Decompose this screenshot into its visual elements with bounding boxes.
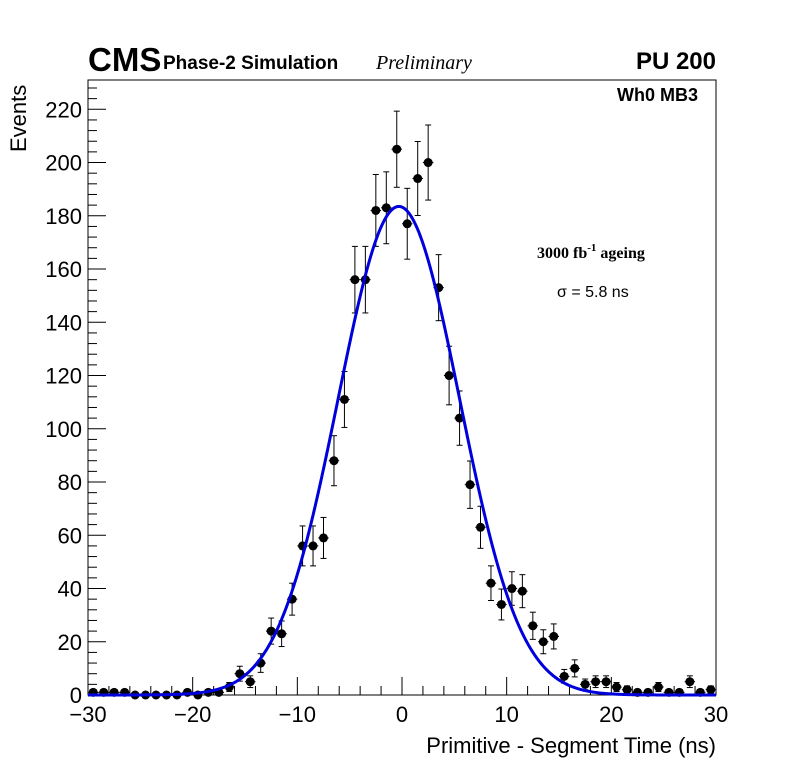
x-tick-label: −20 — [174, 702, 211, 727]
data-point — [579, 678, 591, 691]
data-marker — [528, 621, 538, 631]
data-point — [653, 681, 664, 693]
cms-label: CMS — [88, 41, 161, 78]
data-marker — [549, 631, 559, 641]
data-marker — [308, 541, 318, 551]
data-point — [569, 659, 580, 678]
data-marker — [444, 371, 454, 381]
data-point — [611, 681, 622, 693]
data-marker — [413, 174, 423, 184]
y-tick-label: 220 — [45, 97, 82, 122]
data-marker — [266, 626, 276, 636]
y-tick-label: 140 — [45, 310, 82, 335]
ageing-suffix: ageing — [596, 245, 644, 262]
data-marker — [591, 677, 601, 687]
data-marker — [329, 456, 339, 466]
data-points — [88, 110, 716, 700]
data-point — [391, 110, 402, 188]
data-marker — [622, 685, 632, 695]
data-marker — [580, 679, 590, 689]
ageing-label: 3000 fb-1 ageing — [537, 242, 645, 262]
data-point — [705, 685, 716, 695]
data-marker — [245, 677, 255, 687]
data-point — [621, 685, 633, 695]
chamber-label: Wh0 MB3 — [617, 85, 698, 105]
data-point — [245, 675, 256, 689]
data-point — [318, 516, 329, 559]
gaussian-fit-curve — [88, 204, 716, 697]
data-point — [600, 675, 612, 689]
x-tick-label: 10 — [494, 702, 518, 727]
plot-frame — [87, 79, 717, 696]
x-tick-label: 20 — [599, 702, 623, 727]
data-marker — [423, 158, 433, 168]
sigma-label: σ = 5.8 ns — [557, 284, 629, 301]
data-point — [590, 675, 601, 689]
subtitle-label: Phase-2 Simulation — [163, 53, 338, 74]
data-marker — [371, 205, 381, 215]
data-point — [307, 525, 319, 567]
data-point — [684, 675, 696, 689]
data-marker — [507, 584, 517, 594]
ageing-exponent: -1 — [587, 242, 596, 254]
data-marker — [465, 480, 475, 490]
data-marker — [685, 677, 695, 687]
x-tick-label: −10 — [279, 702, 316, 727]
y-tick-label: 100 — [45, 417, 82, 442]
data-marker — [486, 578, 496, 588]
y-tick-label: 200 — [45, 151, 82, 176]
data-point — [485, 565, 497, 601]
y-axis: 0 20 40 60 80 100 120 140 160 180 200 220 — [45, 87, 106, 708]
x-tick-label: 0 — [396, 702, 408, 727]
data-point — [464, 460, 476, 509]
data-marker — [277, 629, 287, 639]
data-marker — [706, 685, 716, 695]
data-marker — [402, 219, 412, 229]
y-tick-label: 120 — [45, 364, 82, 389]
data-marker — [570, 663, 580, 673]
y-tick-label: 80 — [58, 470, 82, 495]
y-tick-label: 160 — [45, 257, 82, 282]
data-point — [517, 574, 528, 609]
data-marker — [339, 394, 349, 404]
x-axis: −30 −20 −10 0 10 20 30 — [69, 677, 728, 727]
y-tick-label: 180 — [45, 204, 82, 229]
data-marker — [392, 144, 402, 154]
data-point — [370, 174, 382, 247]
data-point — [548, 623, 559, 650]
data-marker — [381, 203, 391, 213]
y-tick-label: 0 — [70, 683, 82, 708]
x-tick-label: −30 — [69, 702, 106, 727]
data-point — [412, 141, 423, 217]
data-marker — [350, 275, 360, 285]
data-marker — [612, 682, 622, 692]
data-marker — [517, 586, 527, 596]
data-point — [506, 571, 518, 606]
data-point — [422, 124, 434, 201]
data-marker — [476, 522, 485, 532]
y-tick-label: 20 — [58, 630, 82, 655]
y-tick-label: 40 — [58, 577, 82, 602]
data-point — [527, 611, 539, 640]
data-marker — [538, 637, 548, 647]
y-axis-title: Events — [6, 85, 31, 152]
x-axis-title: Primitive - Segment Time (ns) — [426, 733, 716, 758]
preliminary-label: Preliminary — [375, 52, 472, 74]
data-point — [328, 435, 340, 487]
data-point — [538, 629, 549, 655]
ageing-value: 3000 fb — [537, 245, 587, 262]
x-tick-label: 30 — [704, 702, 728, 727]
data-marker — [601, 677, 611, 687]
data-point — [496, 588, 507, 621]
y-tick-label: 60 — [58, 523, 82, 548]
data-marker — [653, 682, 663, 692]
data-marker — [319, 533, 328, 543]
data-point — [381, 171, 392, 245]
data-point — [339, 371, 350, 428]
pileup-label: PU 200 — [636, 48, 716, 75]
data-marker — [559, 671, 569, 681]
data-point — [402, 187, 413, 260]
data-marker — [496, 599, 506, 609]
